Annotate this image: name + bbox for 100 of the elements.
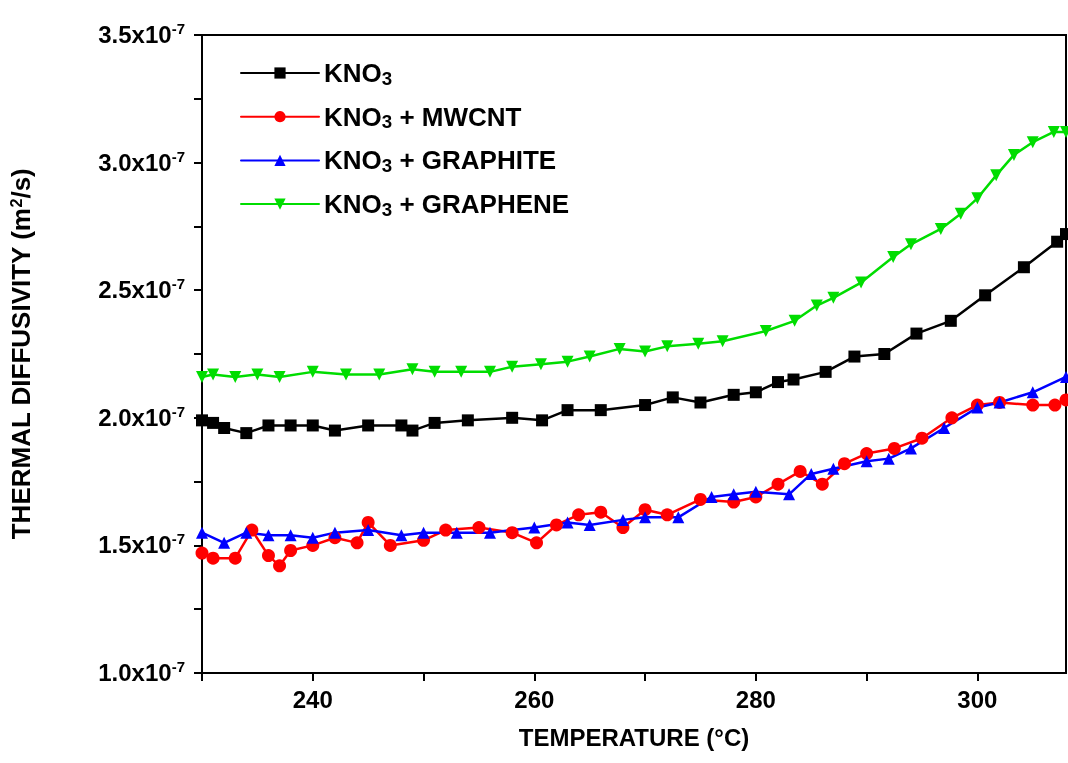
point [340,368,352,381]
x-tick-label: 260 [514,685,555,713]
point [855,276,868,289]
point [406,424,419,437]
point [788,314,801,327]
point [534,358,547,371]
point [661,340,674,353]
legend-label: KNO3 [324,58,393,89]
point [506,360,519,373]
point [1007,148,1020,161]
point [273,370,286,383]
point [660,508,674,522]
point [262,529,275,542]
point [694,396,707,409]
point [638,503,652,517]
point [954,207,967,220]
point [417,526,430,539]
point [945,411,959,425]
point [878,348,891,360]
point [284,529,297,542]
point [373,368,386,381]
point [749,485,762,498]
legend-label: KNO3 + GRAPHITE [324,145,557,177]
point [328,424,341,437]
point [207,368,220,381]
legend-label: KNO3 + GRAPHENE [324,189,570,220]
point [882,452,895,465]
point [218,536,231,549]
point [827,291,840,304]
point [228,551,242,565]
point [616,513,629,526]
point [406,363,419,376]
point [771,477,785,491]
point [561,355,574,368]
point [915,431,929,445]
point [793,464,807,478]
y-tick-label: 3.5x10$^{-7}$ [98,20,185,49]
point [827,462,840,475]
point [428,365,441,378]
x-tick-label: 280 [735,685,776,713]
point [472,521,486,535]
point [251,368,264,381]
point [273,559,287,573]
point [395,419,408,432]
point [506,411,519,424]
y-tick-label: 1.0x10$^{-7}$ [98,658,185,687]
point [783,488,796,501]
point [639,399,652,412]
point [240,427,253,440]
point [350,536,364,550]
point [944,314,957,327]
point [749,386,762,399]
point [727,488,740,501]
point [1026,386,1039,399]
point [639,511,652,524]
point [716,335,729,348]
point [805,467,818,480]
point [328,526,341,539]
point [594,404,607,417]
point [383,538,397,552]
point [692,337,705,350]
point [229,370,242,383]
point [979,289,992,302]
point [1048,398,1062,412]
point [759,325,772,338]
point [262,419,275,432]
point [428,416,441,429]
point [484,365,496,378]
point [693,492,707,506]
point [666,391,679,404]
y-axis-title: THERMAL DIFFUSIVITY (m2/s) [6,168,36,540]
point [904,238,917,251]
point [787,373,800,386]
point [196,526,208,539]
point [261,549,275,563]
point [549,518,563,532]
point [450,526,463,539]
point [561,516,574,529]
point [860,455,873,468]
point [815,477,829,491]
point [583,350,596,363]
point [727,388,740,401]
point [361,515,375,529]
point [505,526,519,540]
point [206,551,220,565]
point [1017,261,1030,274]
point [1047,125,1060,138]
point [613,342,626,355]
point [848,350,861,363]
x-tick-label: 240 [292,685,333,713]
point [530,536,544,550]
point [196,370,208,383]
point [938,422,951,435]
y-tick-label: 3.0x10$^{-7}$ [98,147,185,177]
point [306,419,319,432]
point [1026,136,1039,149]
point [934,222,947,235]
point [284,419,297,432]
point [639,345,652,358]
point [810,299,823,312]
